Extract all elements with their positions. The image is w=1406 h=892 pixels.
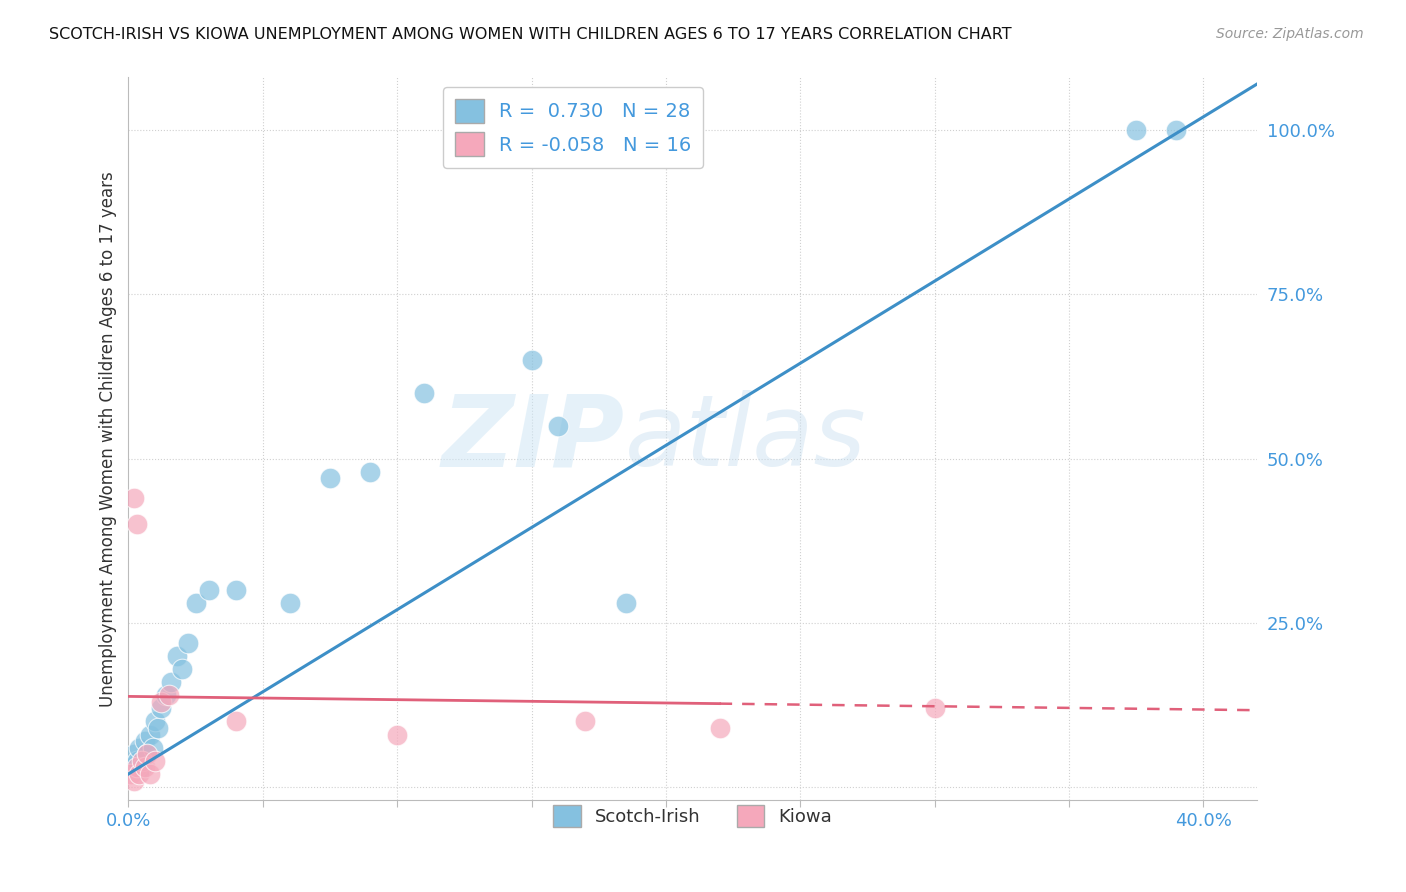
Legend: Scotch-Irish, Kiowa: Scotch-Irish, Kiowa [547,798,839,835]
Scotch-Irish [131,760,153,774]
Scotch-Irish [547,418,569,433]
Scotch-Irish [614,596,637,610]
Kiowa [122,491,145,505]
Text: SCOTCH-IRISH VS KIOWA UNEMPLOYMENT AMONG WOMEN WITH CHILDREN AGES 6 TO 17 YEARS : SCOTCH-IRISH VS KIOWA UNEMPLOYMENT AMONG… [49,27,1012,42]
Scotch-Irish [198,582,221,597]
Kiowa [143,754,166,768]
Kiowa [924,701,946,715]
Kiowa [120,767,142,781]
Text: atlas: atlas [626,391,866,487]
Scotch-Irish [125,754,148,768]
Scotch-Irish [278,596,301,610]
Kiowa [157,688,180,702]
Kiowa [225,714,247,729]
Scotch-Irish [160,675,183,690]
Scotch-Irish [134,734,156,748]
Scotch-Irish [136,747,159,762]
Scotch-Irish [146,721,169,735]
Kiowa [128,767,150,781]
Scotch-Irish [120,760,142,774]
Scotch-Irish [149,701,172,715]
Kiowa [134,760,156,774]
Scotch-Irish [128,740,150,755]
Kiowa [149,695,172,709]
Kiowa [122,773,145,788]
Scotch-Irish [1166,123,1188,137]
Scotch-Irish [139,727,162,741]
Kiowa [709,721,731,735]
Text: Source: ZipAtlas.com: Source: ZipAtlas.com [1216,27,1364,41]
Scotch-Irish [155,688,177,702]
Kiowa [385,727,408,741]
Text: ZIP: ZIP [441,391,626,487]
Scotch-Irish [413,385,436,400]
Scotch-Irish [172,662,194,676]
Kiowa [125,760,148,774]
Kiowa [125,517,148,532]
Scotch-Irish [359,465,381,479]
Scotch-Irish [520,353,543,368]
Scotch-Irish [122,747,145,762]
Scotch-Irish [143,714,166,729]
Scotch-Irish [319,471,342,485]
Kiowa [574,714,596,729]
Kiowa [139,767,162,781]
Scotch-Irish [225,582,247,597]
Scotch-Irish [142,740,165,755]
Scotch-Irish [176,635,198,649]
Kiowa [136,747,159,762]
Scotch-Irish [166,648,188,663]
Y-axis label: Unemployment Among Women with Children Ages 6 to 17 years: Unemployment Among Women with Children A… [100,171,117,706]
Scotch-Irish [1125,123,1147,137]
Scotch-Irish [184,596,207,610]
Kiowa [131,754,153,768]
